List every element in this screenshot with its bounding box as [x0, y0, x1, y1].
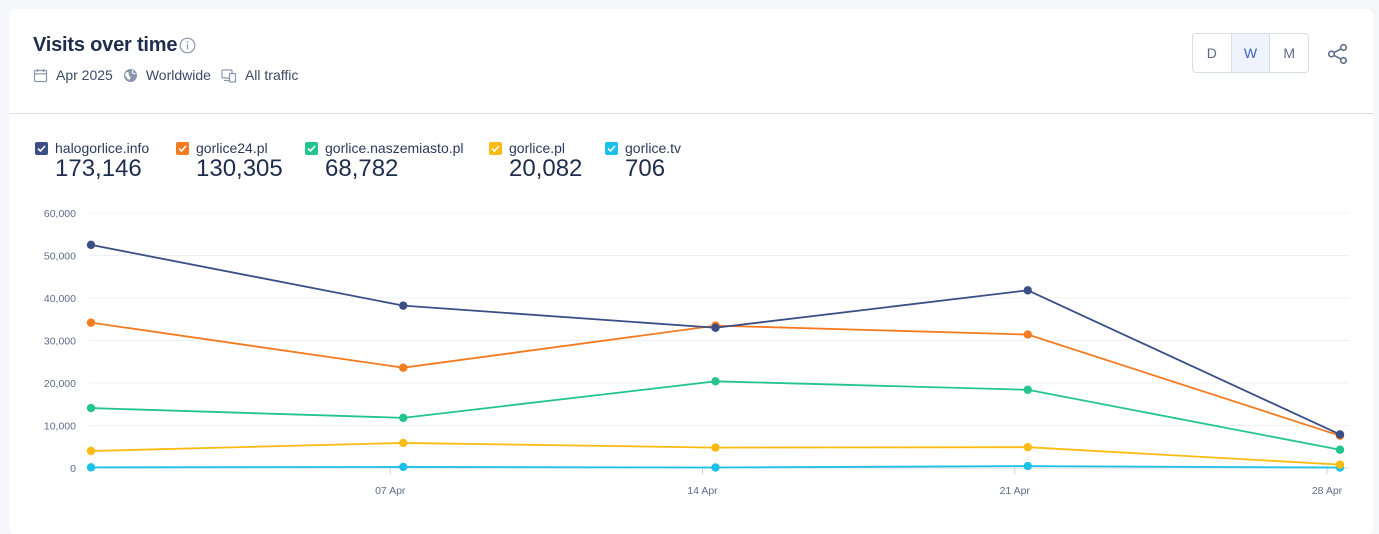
legend-site-total: 20,082 [509, 155, 583, 182]
date-filter: Apr 2025 [56, 67, 113, 83]
x-tick-label: 21 Apr [1000, 485, 1031, 497]
card-header: Visits over time Apr 2025 [9, 9, 1373, 114]
legend-checkbox[interactable] [176, 142, 189, 155]
y-tick-label: 40,000 [44, 293, 76, 305]
data-point [711, 377, 720, 386]
series-line [90, 380, 1341, 451]
visits-over-time-card: Visits over time Apr 2025 [9, 9, 1373, 534]
legend-item-gorlice24[interactable]: gorlice24.pl 130,305 [176, 140, 305, 182]
y-tick-label: 60,000 [44, 208, 76, 220]
data-point [86, 240, 96, 250]
legend-item-naszemiasto[interactable]: gorlice.naszemiasto.pl 68,782 [305, 140, 489, 182]
data-point [399, 301, 408, 310]
legend-checkbox[interactable] [605, 142, 618, 155]
info-icon[interactable] [179, 37, 196, 59]
data-point [86, 463, 96, 472]
devices-icon [221, 68, 237, 83]
data-point [399, 462, 408, 472]
legend-checkbox[interactable] [35, 142, 48, 155]
data-point [1023, 286, 1032, 295]
visits-line-chart: 0 10,000 20,000 30,000 40,000 50,000 60,000 07 … [44, 208, 1349, 497]
data-point [1335, 460, 1345, 469]
granularity-month-button[interactable]: M [1283, 45, 1296, 61]
granularity-week-button[interactable]: W [1231, 34, 1271, 72]
granularity-day-button[interactable]: D [1193, 34, 1232, 72]
data-point [399, 413, 408, 423]
card-title: Visits over time [33, 34, 178, 56]
y-tick-label: 10,000 [44, 421, 76, 433]
legend-site-name: gorlice.naszemiasto.pl [325, 140, 464, 156]
legend-site-name: gorlice.tv [625, 140, 682, 156]
legend-site-total: 130,305 [196, 155, 283, 182]
data-point [1023, 385, 1032, 394]
data-point [399, 438, 408, 448]
legend-site-name: gorlice.pl [509, 140, 566, 156]
chart-legend: halogorlice.info 173,146 gorlice24.pl 13… [35, 140, 695, 182]
legend-site-total: 706 [625, 155, 666, 182]
filter-summary: Apr 2025 Worldwide All traffic [33, 66, 308, 84]
legend-checkbox[interactable] [305, 142, 318, 155]
legend-site-total: 173,146 [55, 155, 142, 182]
share-icon[interactable] [1327, 43, 1349, 70]
traffic-filter: All traffic [244, 67, 299, 83]
x-tick-label: 14 Apr [687, 485, 718, 497]
y-tick-label: 50,000 [44, 251, 76, 263]
data-point [1335, 445, 1345, 454]
data-point [711, 443, 720, 452]
x-tick-label: 28 Apr [1312, 485, 1343, 497]
region-filter: Worldwide [145, 67, 211, 83]
calendar-icon [33, 68, 48, 83]
data-point [399, 363, 408, 372]
legend-site-name: halogorlice.info [55, 140, 150, 156]
legend-site-name: gorlice24.pl [196, 140, 268, 156]
data-point [86, 446, 96, 456]
y-tick-label: 0 [70, 463, 76, 475]
legend-site-total: 68,782 [325, 155, 399, 182]
legend-item-gorlice-pl[interactable]: gorlice.pl 20,082 [489, 140, 605, 182]
data-point [1023, 330, 1032, 339]
legend-item-halogorlice[interactable]: halogorlice.info 173,146 [35, 140, 176, 182]
data-point [711, 323, 720, 332]
y-tick-label: 30,000 [44, 336, 76, 348]
y-tick-label: 20,000 [44, 378, 76, 390]
data-point [86, 318, 96, 327]
legend-checkbox[interactable] [489, 142, 502, 155]
data-point [1335, 430, 1345, 439]
globe-icon [123, 68, 138, 83]
x-tick-label: 07 Apr [375, 485, 406, 497]
data-point [86, 403, 96, 413]
data-point [711, 463, 720, 472]
series-line [90, 243, 1341, 436]
data-point [1023, 442, 1032, 452]
granularity-toggle: D W M [1192, 33, 1309, 73]
data-point [1023, 461, 1032, 471]
legend-item-gorlice-tv[interactable]: gorlice.tv 706 [605, 140, 695, 182]
